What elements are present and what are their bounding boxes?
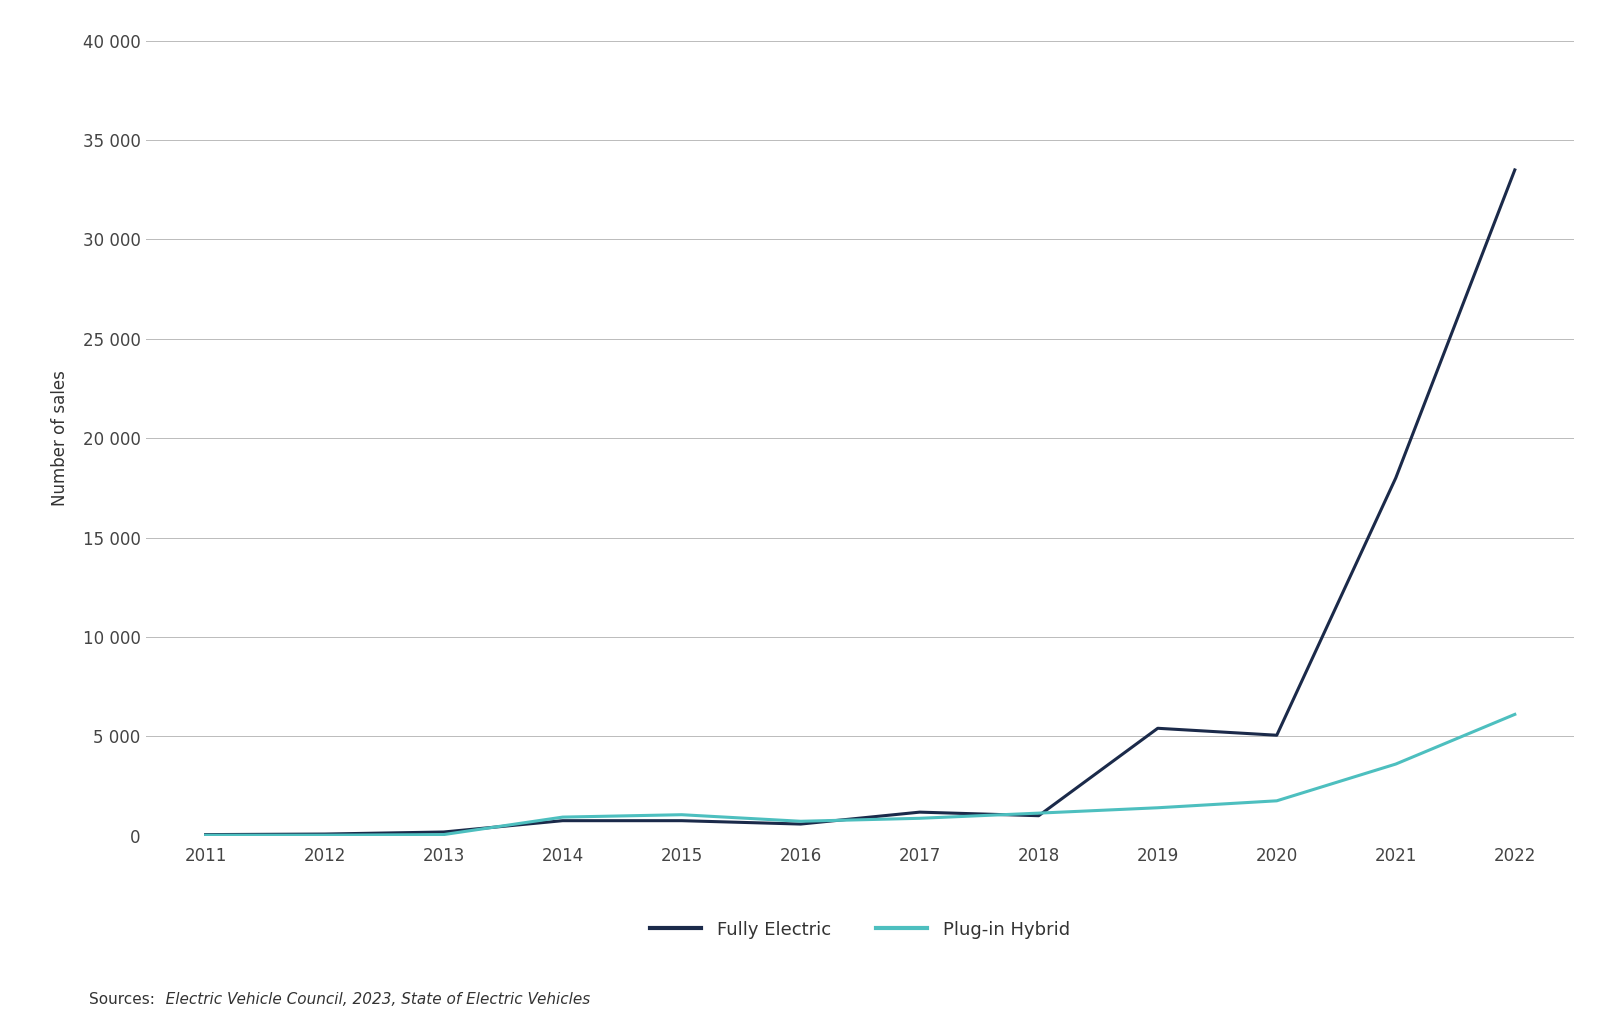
Legend: Fully Electric, Plug-in Hybrid: Fully Electric, Plug-in Hybrid (643, 913, 1078, 946)
Text: Electric Vehicle Council, 2023, State of Electric Vehicles: Electric Vehicle Council, 2023, State of… (151, 991, 591, 1007)
Y-axis label: Number of sales: Number of sales (50, 370, 68, 506)
Text: Sources:: Sources: (89, 991, 156, 1007)
